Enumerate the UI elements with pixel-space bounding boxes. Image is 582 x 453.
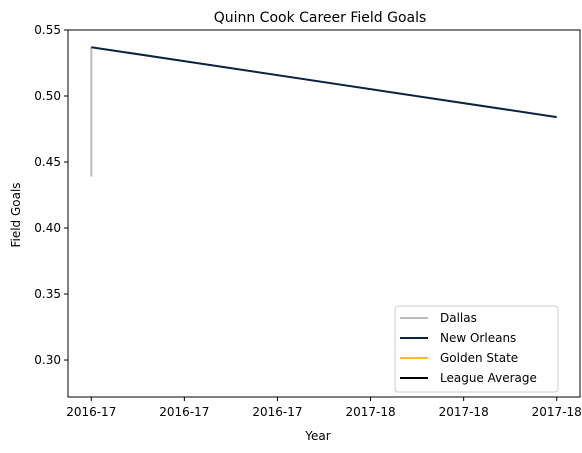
legend-label-dallas: Dallas [440,311,477,325]
legend-label-league-average: League Average [440,371,537,385]
plot-frame [67,29,581,398]
y-tick-label: 0.40 [34,221,61,235]
y-axis: 0.30 0.35 0.40 0.45 0.50 0.55 [34,23,68,367]
legend-items: Dallas New Orleans Golden State League Aver… [400,311,537,385]
x-tick-label: 2016-17 [159,405,209,419]
x-tick-label: 2017-18 [439,405,489,419]
y-tick-label: 0.30 [34,353,61,367]
legend-box [394,305,559,393]
chart-title: Quinn Cook Career Field Goals [214,10,427,26]
y-tick-label: 0.45 [34,155,61,169]
x-axis-label: Year [304,429,330,443]
plot-area [90,46,557,177]
y-tick-label: 0.35 [34,287,61,301]
x-tick-label: 2016-17 [252,405,302,419]
y-axis-label: Field Goals [9,182,23,247]
x-axis: 2016-17 2016-17 2016-17 2017-18 2017-18 2017-… [66,397,582,419]
legend-label-new-orleans: New Orleans [440,331,516,345]
y-tick-label: 0.55 [34,23,61,37]
x-tick-label: 2017-18 [532,405,582,419]
legend-label-golden-state: Golden State [440,351,518,365]
legend: Dallas New Orleans Golden State League Aver… [394,305,559,393]
series-line-new-orleans [91,46,557,119]
y-tick-label: 0.50 [34,89,61,103]
x-tick-label: 2016-17 [66,405,116,419]
x-tick-label: 2017-18 [345,405,395,419]
